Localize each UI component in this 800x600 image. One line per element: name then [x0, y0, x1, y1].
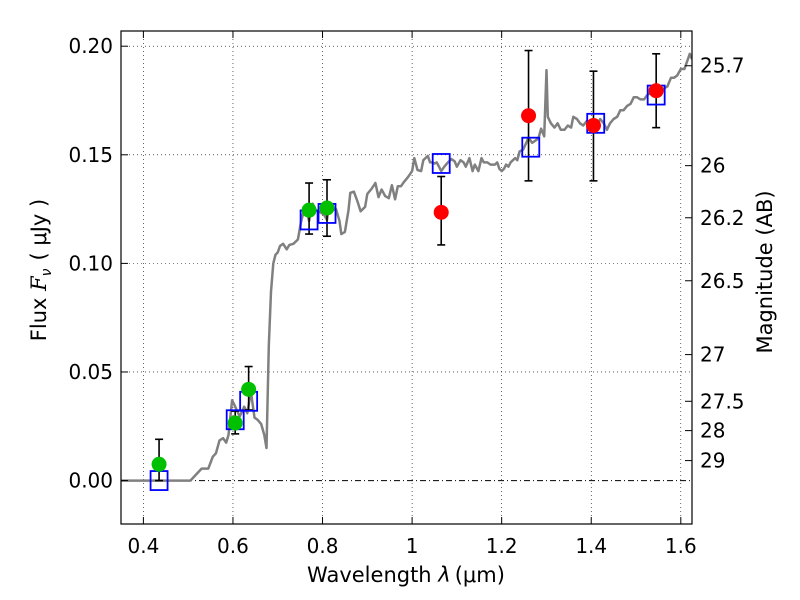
x-tick-label: 1.2	[486, 534, 518, 558]
y-tick-label: 0.15	[68, 143, 113, 167]
data-point	[319, 200, 335, 216]
model-photometry-square	[521, 136, 541, 158]
data-point	[585, 117, 601, 133]
axes-frame	[120, 30, 693, 525]
x-tick-label: 1.4	[575, 534, 607, 558]
x-tick-label: 0.8	[307, 534, 339, 558]
magnitude-tick-label: 27	[700, 343, 725, 367]
y-tick-label: 0.10	[68, 251, 113, 275]
data-point	[301, 202, 317, 218]
x-tick-label: 1	[406, 534, 419, 558]
x-tick-label: 0.4	[127, 534, 159, 558]
x-axis-title: Wavelength λ (μm)	[307, 563, 505, 587]
model-photometry-square	[431, 153, 451, 174]
magnitude-tick-label: 29	[700, 449, 725, 473]
magnitude-tick-labels: 25.7 26 26.2 26.5 27 27.5 28 29	[700, 54, 745, 473]
magnitude-tick-label: 26.2	[700, 206, 745, 230]
magnitude-tick-label: 28	[700, 419, 725, 443]
data-point	[151, 456, 167, 472]
y-tick-label: 0.00	[68, 469, 113, 493]
plot-area	[121, 49, 692, 491]
axis-ticks	[121, 31, 692, 524]
magnitude-tick-label: 26.5	[700, 269, 745, 293]
y-tick-label: 0.20	[68, 34, 113, 58]
x-tick-label: 0.6	[217, 534, 249, 558]
data-point	[227, 415, 243, 431]
magnitude-axis-title: Magnitude (AB)	[753, 190, 777, 353]
data-point	[648, 83, 664, 99]
data-point	[241, 381, 257, 397]
x-tick-labels: 0.4 0.6 0.8 1 1.2 1.4 1.6	[127, 534, 696, 558]
y-axis-title: Flux Fν( μJy )	[27, 199, 55, 341]
magnitude-tick-label: 25.7	[700, 54, 745, 78]
y-tick-label: 0.05	[68, 360, 113, 384]
magnitude-tick-label: 27.5	[700, 389, 745, 413]
y-tick-labels: 0.00 0.05 0.10 0.15 0.20	[68, 34, 113, 492]
data-point	[521, 108, 537, 124]
x-tick-label: 1.6	[665, 534, 697, 558]
data-point	[433, 204, 449, 220]
magnitude-tick-label: 26	[700, 154, 725, 178]
data-points	[151, 83, 664, 472]
